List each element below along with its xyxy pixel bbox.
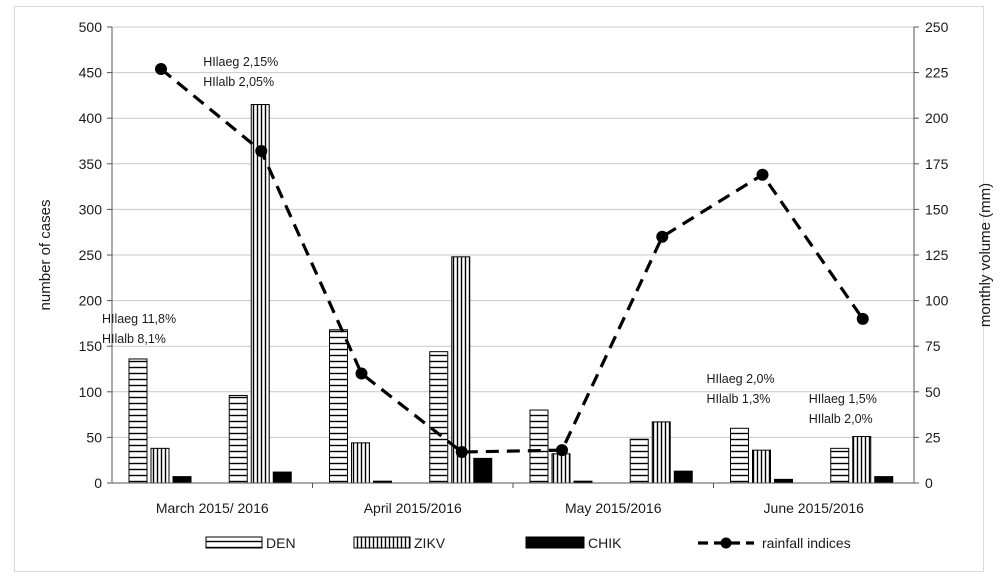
y-tick-label: 150 [79, 338, 103, 354]
rainfall-point [856, 312, 869, 325]
y-tick-label: 250 [79, 247, 103, 263]
bars [128, 104, 894, 484]
bar-zikv [852, 435, 872, 484]
y-right-tick-label: 75 [925, 338, 941, 354]
bar-den [228, 394, 248, 484]
rainfall-point [656, 230, 669, 243]
y-right-tick-label: 150 [925, 201, 949, 217]
y-right-axis-title: monthly volume (mm) [977, 183, 994, 327]
y-right-tick-label: 0 [925, 475, 933, 491]
y-tick-label: 50 [86, 429, 102, 445]
legend-marker-rainfall-indices [720, 537, 732, 549]
rainfall-point [455, 445, 468, 458]
x-tick-label: June 2015/2016 [764, 500, 865, 516]
bar-zikv [551, 453, 571, 484]
bar-den [830, 447, 850, 484]
bar-den [429, 351, 449, 484]
rainfall-point [155, 62, 167, 75]
bar-chik [172, 476, 192, 484]
y-right-tick-label: 250 [925, 19, 949, 35]
bar-zikv [150, 447, 170, 484]
y-right-tick-label: 50 [925, 384, 941, 400]
legend-swatch-chik [525, 536, 585, 549]
bar-zikv [351, 442, 370, 484]
annotation-label: HIlalb 1,3% [707, 392, 771, 406]
x-tick-label: April 2015/2016 [364, 500, 462, 516]
y-tick-label: 200 [79, 293, 103, 309]
legend-swatch-den [205, 536, 263, 549]
x-tick-label: March 2015/ 2016 [156, 500, 269, 516]
bar-zikv [250, 104, 270, 484]
bar-den [629, 438, 649, 484]
bar-chik [272, 471, 292, 484]
y-right-tick-label: 25 [925, 429, 941, 445]
y-tick-label: 0 [94, 475, 102, 491]
rainfall-point [355, 367, 368, 380]
rainfall-point [255, 145, 268, 158]
bar-den [730, 427, 749, 484]
bar-den [529, 409, 549, 484]
y-tick-label: 300 [79, 201, 103, 217]
legend: DEN ZIKV CHIK rainfall indices [205, 535, 851, 551]
annotation-label: HIlaeg 1,5% [809, 392, 877, 406]
legend-label-rainfall-indices: rainfall indices [762, 535, 851, 551]
bar-chik [473, 457, 493, 484]
legend-label-zikv: ZIKV [414, 535, 446, 551]
y-tick-label: 100 [79, 384, 103, 400]
bar-chik [874, 476, 894, 484]
y-right-tick-label: 225 [925, 65, 949, 81]
bar-chik [774, 478, 793, 484]
y-right-tick-label: 200 [925, 110, 949, 126]
bar-chik [673, 470, 693, 484]
y-right-tick-label: 175 [925, 156, 949, 172]
annotation-label: HIlalb 2,05% [203, 75, 274, 89]
y-tick-label: 400 [79, 110, 103, 126]
bar-zikv [752, 449, 771, 484]
legend-label-den: DEN [266, 535, 296, 551]
rainfall-line-path [159, 67, 865, 454]
legend-label-chik: CHIK [588, 535, 622, 551]
y-tick-label: 350 [79, 156, 103, 172]
y-tick-label: 500 [79, 19, 103, 35]
y-axis-title: number of cases [37, 200, 54, 311]
annotations: HIlaeg 11,8% HIlalb 8,1% HIlaeg 2,15% HIlal… [102, 55, 877, 426]
rainfall-point [756, 168, 769, 181]
annotation-label: HIlalb 8,1% [102, 332, 166, 346]
rainfall-point [556, 444, 568, 457]
axes: 0 50 100 150 200 250 300 350 400 450 500 0 25 50 75 100… [37, 19, 994, 516]
bar-den [128, 358, 148, 484]
bar-den [329, 329, 348, 484]
annotation-label: HIlaeg 2,15% [203, 55, 278, 69]
y-right-tick-label: 100 [925, 293, 949, 309]
y-right-tick-label: 125 [925, 247, 949, 263]
x-tick-label: May 2015/2016 [565, 500, 662, 516]
bar-zikv [651, 421, 671, 484]
annotation-label: HIlaeg 11,8% [102, 312, 176, 326]
legend-swatch-zikv [353, 536, 411, 549]
annotation-label: HIlalb 2,0% [809, 412, 873, 426]
y-tick-label: 450 [79, 65, 103, 81]
annotation-label: HIlaeg 2,0% [707, 372, 775, 386]
rainfall-line [155, 62, 869, 458]
